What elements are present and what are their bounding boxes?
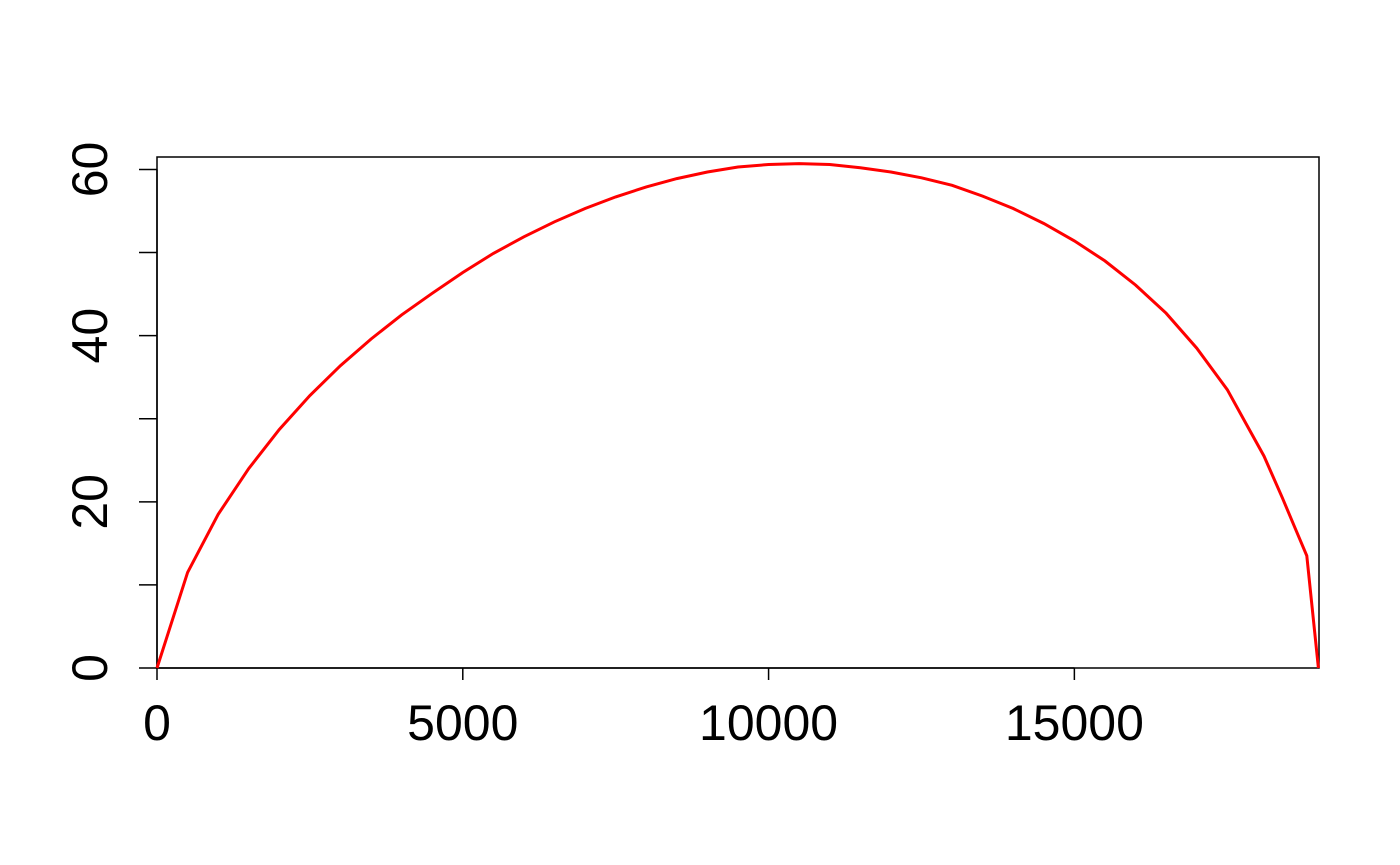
x-tick-label: 5000 [407,695,518,751]
x-axis: 0 5000 10000 15000 [143,668,1144,751]
y-tick-label: 20 [62,474,118,530]
x-tick-label: 15000 [1005,695,1144,751]
y-tick-label: 0 [62,654,118,682]
y-tick-label: 60 [62,142,118,198]
x-tick-label: 10000 [699,695,838,751]
plot-frame [157,157,1319,668]
series-line [157,164,1318,668]
y-tick-label: 40 [62,308,118,364]
y-axis: 0 20 40 60 [62,142,157,682]
x-tick-label: 0 [143,695,171,751]
